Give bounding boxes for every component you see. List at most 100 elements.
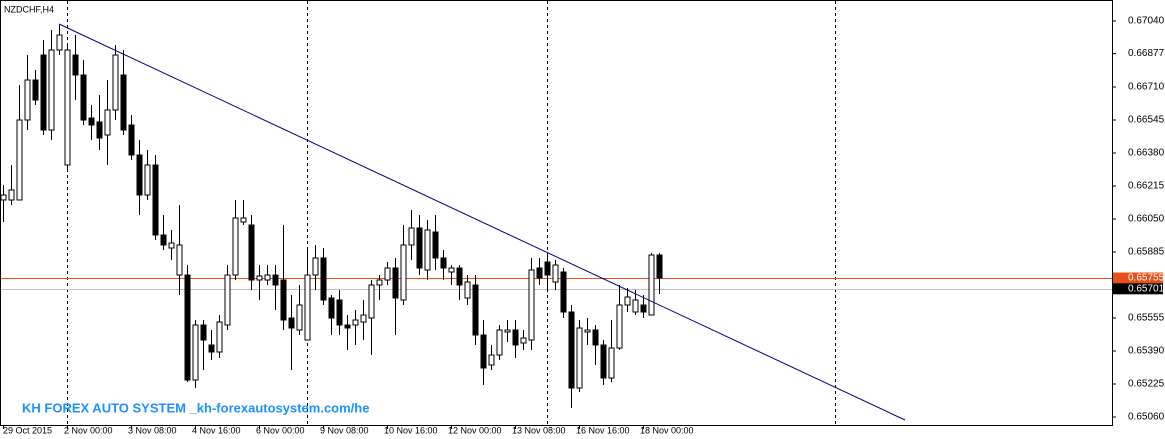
- candle-body: [584, 329, 591, 333]
- candle-body: [480, 334, 487, 369]
- x-tick-label: 12 Nov 00:00: [448, 425, 502, 435]
- candle-body: [656, 254, 663, 279]
- y-tick-label: 0.65225: [1128, 379, 1165, 390]
- candle-body: [504, 329, 511, 333]
- candle-body: [528, 269, 535, 341]
- candle-body: [48, 49, 55, 131]
- candle-body: [560, 271, 567, 313]
- candle-body: [432, 231, 439, 259]
- candle-body: [488, 354, 495, 366]
- candle-body: [296, 304, 303, 331]
- candle-body: [624, 296, 631, 306]
- candle-body: [96, 121, 103, 139]
- candle-body: [272, 274, 279, 286]
- candle-body: [232, 217, 239, 276]
- candle-body: [176, 244, 183, 276]
- candle-body: [184, 274, 191, 381]
- price-label: 0.65701: [1128, 283, 1165, 294]
- candle-body: [448, 267, 455, 273]
- plot-frame: [0, 0, 1113, 426]
- candle-body: [360, 314, 367, 323]
- candle-body: [224, 274, 231, 326]
- candle-body: [328, 297, 335, 319]
- x-tick-label: 13 Nov 08:00: [512, 425, 566, 435]
- price-label-box: [1113, 272, 1163, 284]
- candle-body: [544, 261, 551, 276]
- candle-body: [520, 337, 527, 344]
- candle-body: [440, 257, 447, 269]
- candle-body: [288, 317, 295, 329]
- chart-title: NZDCHF,H4: [4, 4, 54, 14]
- candle-body: [248, 224, 255, 281]
- candle-body: [568, 311, 575, 389]
- y-tick-label: 0.66710: [1128, 82, 1165, 93]
- y-tick-label: 0.66380: [1128, 148, 1165, 159]
- watermark: KH FOREX AUTO SYSTEM _kh-forexautosystem…: [22, 400, 369, 415]
- candle-body: [464, 281, 471, 299]
- candle-body: [368, 284, 375, 319]
- candle-body: [280, 279, 287, 321]
- candle-body: [8, 189, 15, 201]
- candle-body: [608, 347, 615, 379]
- candle-body: [160, 234, 167, 246]
- candle-body: [456, 267, 463, 286]
- candle-body: [472, 284, 479, 336]
- candle-body: [128, 124, 135, 156]
- candle-body: [512, 329, 519, 346]
- candle-body: [576, 327, 583, 389]
- candle-body: [72, 54, 79, 76]
- candle-body: [304, 274, 311, 341]
- y-tick-label: 0.67040: [1128, 16, 1165, 27]
- candle-body: [400, 244, 407, 301]
- candle-body: [0, 194, 7, 201]
- x-tick-label: 10 Nov 16:00: [384, 425, 438, 435]
- candle-body: [424, 229, 431, 271]
- candle-body: [24, 79, 31, 121]
- y-tick-label: 0.66050: [1128, 214, 1165, 225]
- candle-body: [56, 34, 63, 51]
- candle-body: [408, 227, 415, 246]
- candle-body: [552, 264, 559, 283]
- candle-body: [64, 49, 71, 166]
- candle-body: [632, 299, 639, 313]
- x-tick-label: 6 Nov 00:00: [256, 425, 305, 435]
- price-label-box: [1113, 283, 1163, 295]
- candle-body: [264, 274, 271, 281]
- x-tick-label: 3 Nov 08:00: [128, 425, 177, 435]
- candle-body: [496, 329, 503, 356]
- candle-body: [88, 117, 95, 126]
- candle-body: [592, 329, 599, 346]
- candle-body: [104, 109, 111, 136]
- candle-body: [392, 267, 399, 299]
- x-tick-label: 18 Nov 00:00: [640, 425, 694, 435]
- x-tick-label: 4 Nov 16:00: [192, 425, 241, 435]
- y-tick-label: 0.65060: [1128, 412, 1165, 423]
- candle-body: [312, 257, 319, 276]
- candle-body: [200, 324, 207, 341]
- candle-body: [600, 344, 607, 379]
- y-tick-label: 0.65390: [1128, 346, 1165, 357]
- y-tick-label: 0.65555: [1128, 313, 1165, 324]
- price-label: 0.65755: [1128, 273, 1165, 284]
- candle-body: [208, 344, 215, 353]
- trendline: [58, 23, 906, 421]
- candle-body: [336, 299, 343, 326]
- candle-body: [616, 304, 623, 349]
- candle-body: [136, 154, 143, 196]
- candle-body: [256, 275, 263, 281]
- candle-body: [152, 164, 159, 236]
- candle-body: [80, 74, 87, 121]
- x-tick-label: 9 Nov 08:00: [320, 425, 369, 435]
- candle-body: [384, 267, 391, 281]
- y-tick-label: 0.66215: [1128, 181, 1165, 192]
- candle-body: [168, 242, 175, 249]
- x-tick-label: 29 Oct 2015: [3, 425, 52, 435]
- candle-body: [16, 119, 23, 201]
- candle-body: [240, 217, 247, 223]
- candle-body: [144, 164, 151, 196]
- candle-body: [192, 324, 199, 381]
- candle-body: [416, 227, 423, 269]
- candle-body: [352, 319, 359, 326]
- candle-body: [376, 279, 383, 286]
